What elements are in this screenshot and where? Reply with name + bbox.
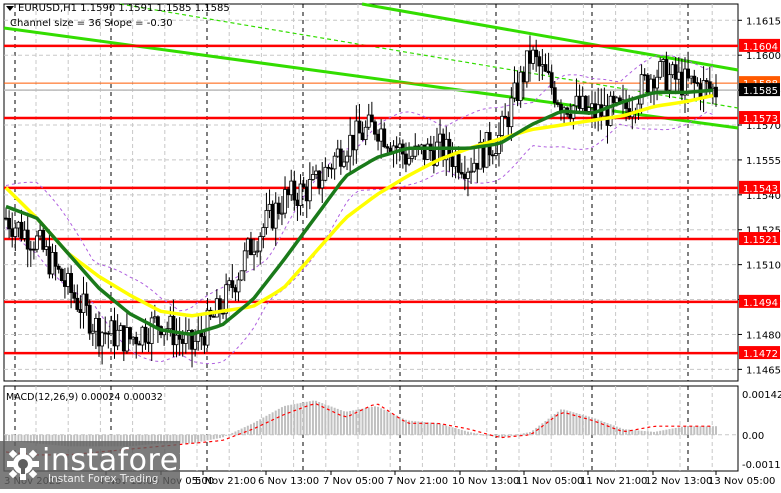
x-axis-tick-label: 10 Nov 13:00 <box>452 476 519 487</box>
price-tag <box>739 232 780 246</box>
price-tag-label: 1.1573 <box>743 114 778 125</box>
price-tag <box>739 346 780 360</box>
price-tag-label: 1.1543 <box>743 184 778 195</box>
price-tag <box>739 111 780 125</box>
y-axis-tick-label: 1.1555 <box>746 156 781 167</box>
y-axis-tick-label: 1.1510 <box>746 261 781 272</box>
y-axis-tick-label: 1.1465 <box>746 365 781 376</box>
gear-logo-icon <box>7 448 39 480</box>
fast-moving-average <box>5 88 714 336</box>
y-axis-tick-label: 1.1615 <box>746 16 781 27</box>
y-axis-tick-label: 1.1540 <box>746 191 781 202</box>
symbol-ohlc-text: EURUSD,H1 1.1590 1.1591 1.1585 1.1585 <box>18 3 230 14</box>
slow-moving-average <box>4 93 714 318</box>
symbol-ohlc-header: EURUSD,H1 1.1590 1.1591 1.1585 1.1585 <box>6 3 230 14</box>
macd-axis-label: 0.00142 <box>742 390 781 401</box>
collapse-triangle-icon[interactable] <box>6 5 14 11</box>
y-axis-tick-label: 1.1600 <box>746 51 781 62</box>
envelope-upper <box>5 54 714 312</box>
brand-tagline: Instant Forex Trading <box>48 473 159 485</box>
y-axis-tick-label: 1.1525 <box>746 226 781 237</box>
x-axis-tick-label: 7 Nov 05:00 <box>323 476 384 487</box>
price-tag <box>739 180 780 194</box>
price-tag-label: 1.1494 <box>743 298 778 309</box>
main-pane-frame <box>3 3 739 382</box>
x-axis-tick-label: 7 Nov 21:00 <box>387 476 448 487</box>
price-tag <box>739 294 780 308</box>
x-axis-tick-label: 11 Nov 21:00 <box>580 476 647 487</box>
price-tag-label: 1.1604 <box>743 42 778 53</box>
price-tag <box>739 83 780 97</box>
price-tag-label: 1.1521 <box>743 235 778 246</box>
x-axis-tick-label: 13 Nov 05:00 <box>708 476 775 487</box>
y-axis-tick-label: 1.1480 <box>746 330 781 341</box>
price-tag-label: 1.1585 <box>743 86 778 97</box>
x-axis-tick-label: 5 Nov 21:00 <box>195 476 256 487</box>
y-axis-tick-label: 1.1570 <box>746 121 781 132</box>
price-tag <box>739 38 780 52</box>
macd-label: MACD(12,26,9) 0.00024 0.00032 <box>6 392 163 403</box>
macd-axis-label: 0.00 <box>742 431 764 442</box>
x-axis-tick-label: 6 Nov 13:00 <box>258 476 319 487</box>
x-axis-tick-label: 11 Nov 05:00 <box>516 476 583 487</box>
brand-name: instaforex <box>42 443 197 478</box>
x-axis-tick-label: 12 Nov 13:00 <box>645 476 712 487</box>
macd-axis-label: -0.00119 <box>742 460 781 471</box>
macd-histogram <box>5 400 717 447</box>
x-axis-tick-label: 5 Nov 05:00 <box>153 476 214 487</box>
channel-info: Channel size = 36 Slope = -0.30 <box>10 18 173 29</box>
instaforex-watermark: instaforex Instant Forex Trading <box>0 441 196 489</box>
price-tag-label: 1.1472 <box>743 349 778 360</box>
